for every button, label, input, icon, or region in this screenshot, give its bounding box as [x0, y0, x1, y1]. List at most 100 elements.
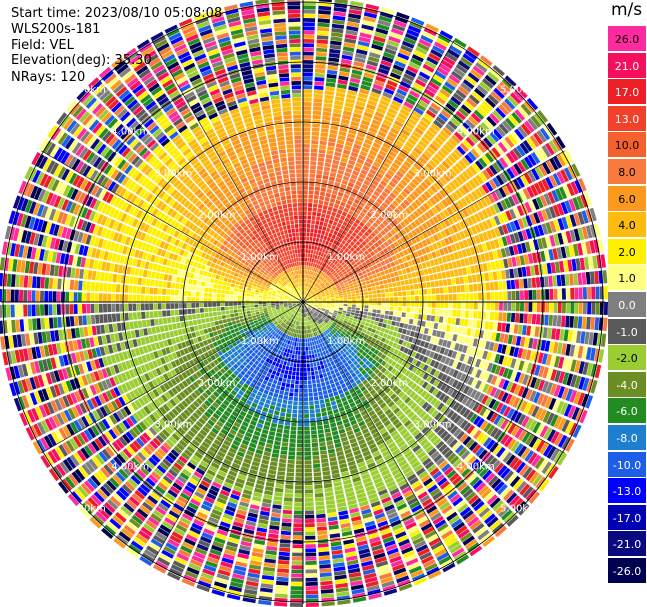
velocity-gate [360, 169, 368, 176]
velocity-gate [380, 180, 388, 187]
velocity-gate [350, 276, 355, 280]
velocity-gate [531, 252, 538, 264]
velocity-gate [413, 107, 424, 116]
velocity-gate [506, 280, 511, 290]
velocity-gate [399, 428, 408, 436]
velocity-gate [480, 197, 488, 208]
velocity-gate [459, 318, 465, 326]
velocity-gate [530, 326, 536, 337]
velocity-gate [341, 240, 346, 245]
velocity-gate [317, 208, 322, 213]
velocity-gate [285, 344, 290, 349]
velocity-gate [435, 192, 444, 201]
velocity-gate [318, 225, 323, 230]
velocity-gate [511, 256, 517, 267]
velocity-gate [255, 408, 262, 415]
velocity-gate [354, 413, 362, 419]
velocity-gate [360, 302, 365, 305]
velocity-gate [354, 228, 360, 234]
velocity-gate [558, 356, 565, 369]
velocity-gate [502, 379, 510, 390]
velocity-gate [573, 243, 579, 257]
velocity-gate [308, 245, 312, 250]
velocity-gate [478, 172, 488, 182]
velocity-gate [358, 366, 364, 372]
velocity-gate [342, 175, 350, 182]
velocity-gate [309, 298, 314, 300]
velocity-gate [337, 506, 348, 512]
velocity-gate [303, 186, 308, 190]
velocity-gate [303, 181, 309, 186]
velocity-gate [546, 327, 552, 339]
velocity-gate [407, 93, 418, 102]
velocity-gate [413, 484, 424, 493]
velocity-gate [212, 540, 225, 549]
velocity-gate [428, 537, 441, 547]
velocity-gate [342, 387, 348, 393]
velocity-gate [415, 360, 422, 368]
velocity-gate [350, 346, 355, 351]
velocity-gate [472, 523, 485, 534]
velocity-gate [292, 371, 296, 376]
velocity-gate [443, 407, 452, 416]
velocity-gate [280, 369, 285, 374]
velocity-gate [376, 252, 382, 258]
velocity-gate [323, 273, 327, 278]
velocity-gate [409, 21, 423, 30]
velocity-gate [473, 415, 482, 426]
velocity-gate [454, 391, 462, 401]
velocity-gate [390, 353, 397, 360]
velocity-gate [457, 482, 468, 492]
velocity-gate [405, 312, 410, 318]
velocity-gate [552, 173, 562, 186]
velocity-gate [404, 396, 411, 404]
velocity-gate [352, 596, 367, 603]
velocity-gate [346, 94, 357, 100]
velocity-gate [339, 254, 344, 259]
velocity-gate [338, 279, 343, 284]
velocity-gate [517, 231, 524, 242]
velocity-gate [563, 403, 572, 417]
velocity-gate [417, 263, 423, 270]
velocity-gate [364, 403, 371, 410]
velocity-gate [318, 300, 323, 301]
velocity-gate [318, 330, 322, 335]
velocity-gate [392, 248, 399, 254]
velocity-gate [415, 511, 427, 521]
velocity-gate [342, 353, 347, 359]
velocity-gate [492, 522, 505, 534]
velocity-gate [336, 450, 344, 457]
velocity-gate [307, 371, 311, 376]
velocity-gate [328, 202, 334, 207]
velocity-gate [446, 422, 456, 432]
velocity-gate [339, 326, 344, 331]
velocity-gate [314, 317, 318, 321]
velocity-gate [452, 92, 464, 103]
velocity-gate [357, 205, 363, 211]
velocity-gate [380, 271, 386, 276]
velocity-gate [316, 321, 320, 326]
velocity-gate [334, 260, 339, 266]
velocity-gate [362, 568, 376, 576]
velocity-gate [258, 401, 265, 407]
velocity-gate [556, 400, 565, 414]
velocity-gate [367, 369, 374, 376]
velocity-gate [263, 389, 269, 395]
velocity-gate [305, 302, 310, 305]
velocity-gate [316, 340, 319, 345]
velocity-gate [507, 291, 512, 301]
velocity-gate [317, 14, 331, 19]
velocity-gate [304, 296, 308, 300]
velocity-gate [303, 291, 305, 295]
velocity-gate [314, 304, 318, 306]
velocity-gate [317, 530, 328, 536]
velocity-gate [303, 43, 315, 48]
velocity-gate [391, 162, 400, 170]
velocity-gate [595, 302, 600, 315]
velocity-gate [520, 400, 528, 412]
velocity-gate [329, 379, 334, 385]
velocity-gate [422, 289, 428, 295]
velocity-gate [260, 587, 273, 593]
velocity-gate [398, 459, 408, 467]
velocity-gate [486, 516, 499, 528]
